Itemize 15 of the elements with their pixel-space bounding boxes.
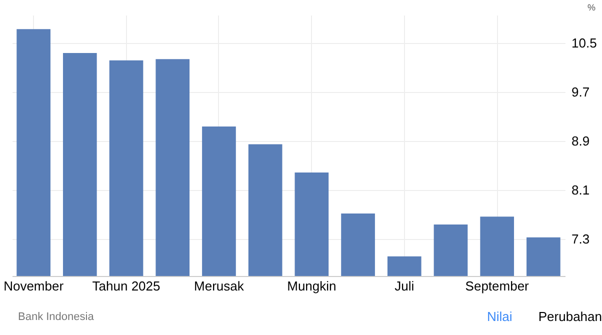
x-tick-label: Tahun 2025 (92, 278, 160, 294)
y-tick-label: 9.7 (572, 84, 590, 100)
y-axis-title: % (588, 2, 596, 12)
text: Nilai (487, 309, 512, 324)
x-tick-label: Juli (394, 278, 414, 294)
text: Perubahan (538, 309, 602, 324)
y-tick-label: 8.9 (572, 134, 590, 149)
y-tick-label: 8.1 (572, 182, 590, 198)
y-tick-label: 10.5 (572, 36, 597, 51)
y-tick-label: 7.3 (572, 232, 590, 247)
text: Bank Indonesia (18, 311, 95, 323)
x-tick-label: November (4, 278, 64, 294)
x-tick-label: Merusak (194, 278, 244, 294)
x-tick-label: Mungkin (287, 278, 336, 294)
x-tick-label: September (465, 278, 530, 294)
